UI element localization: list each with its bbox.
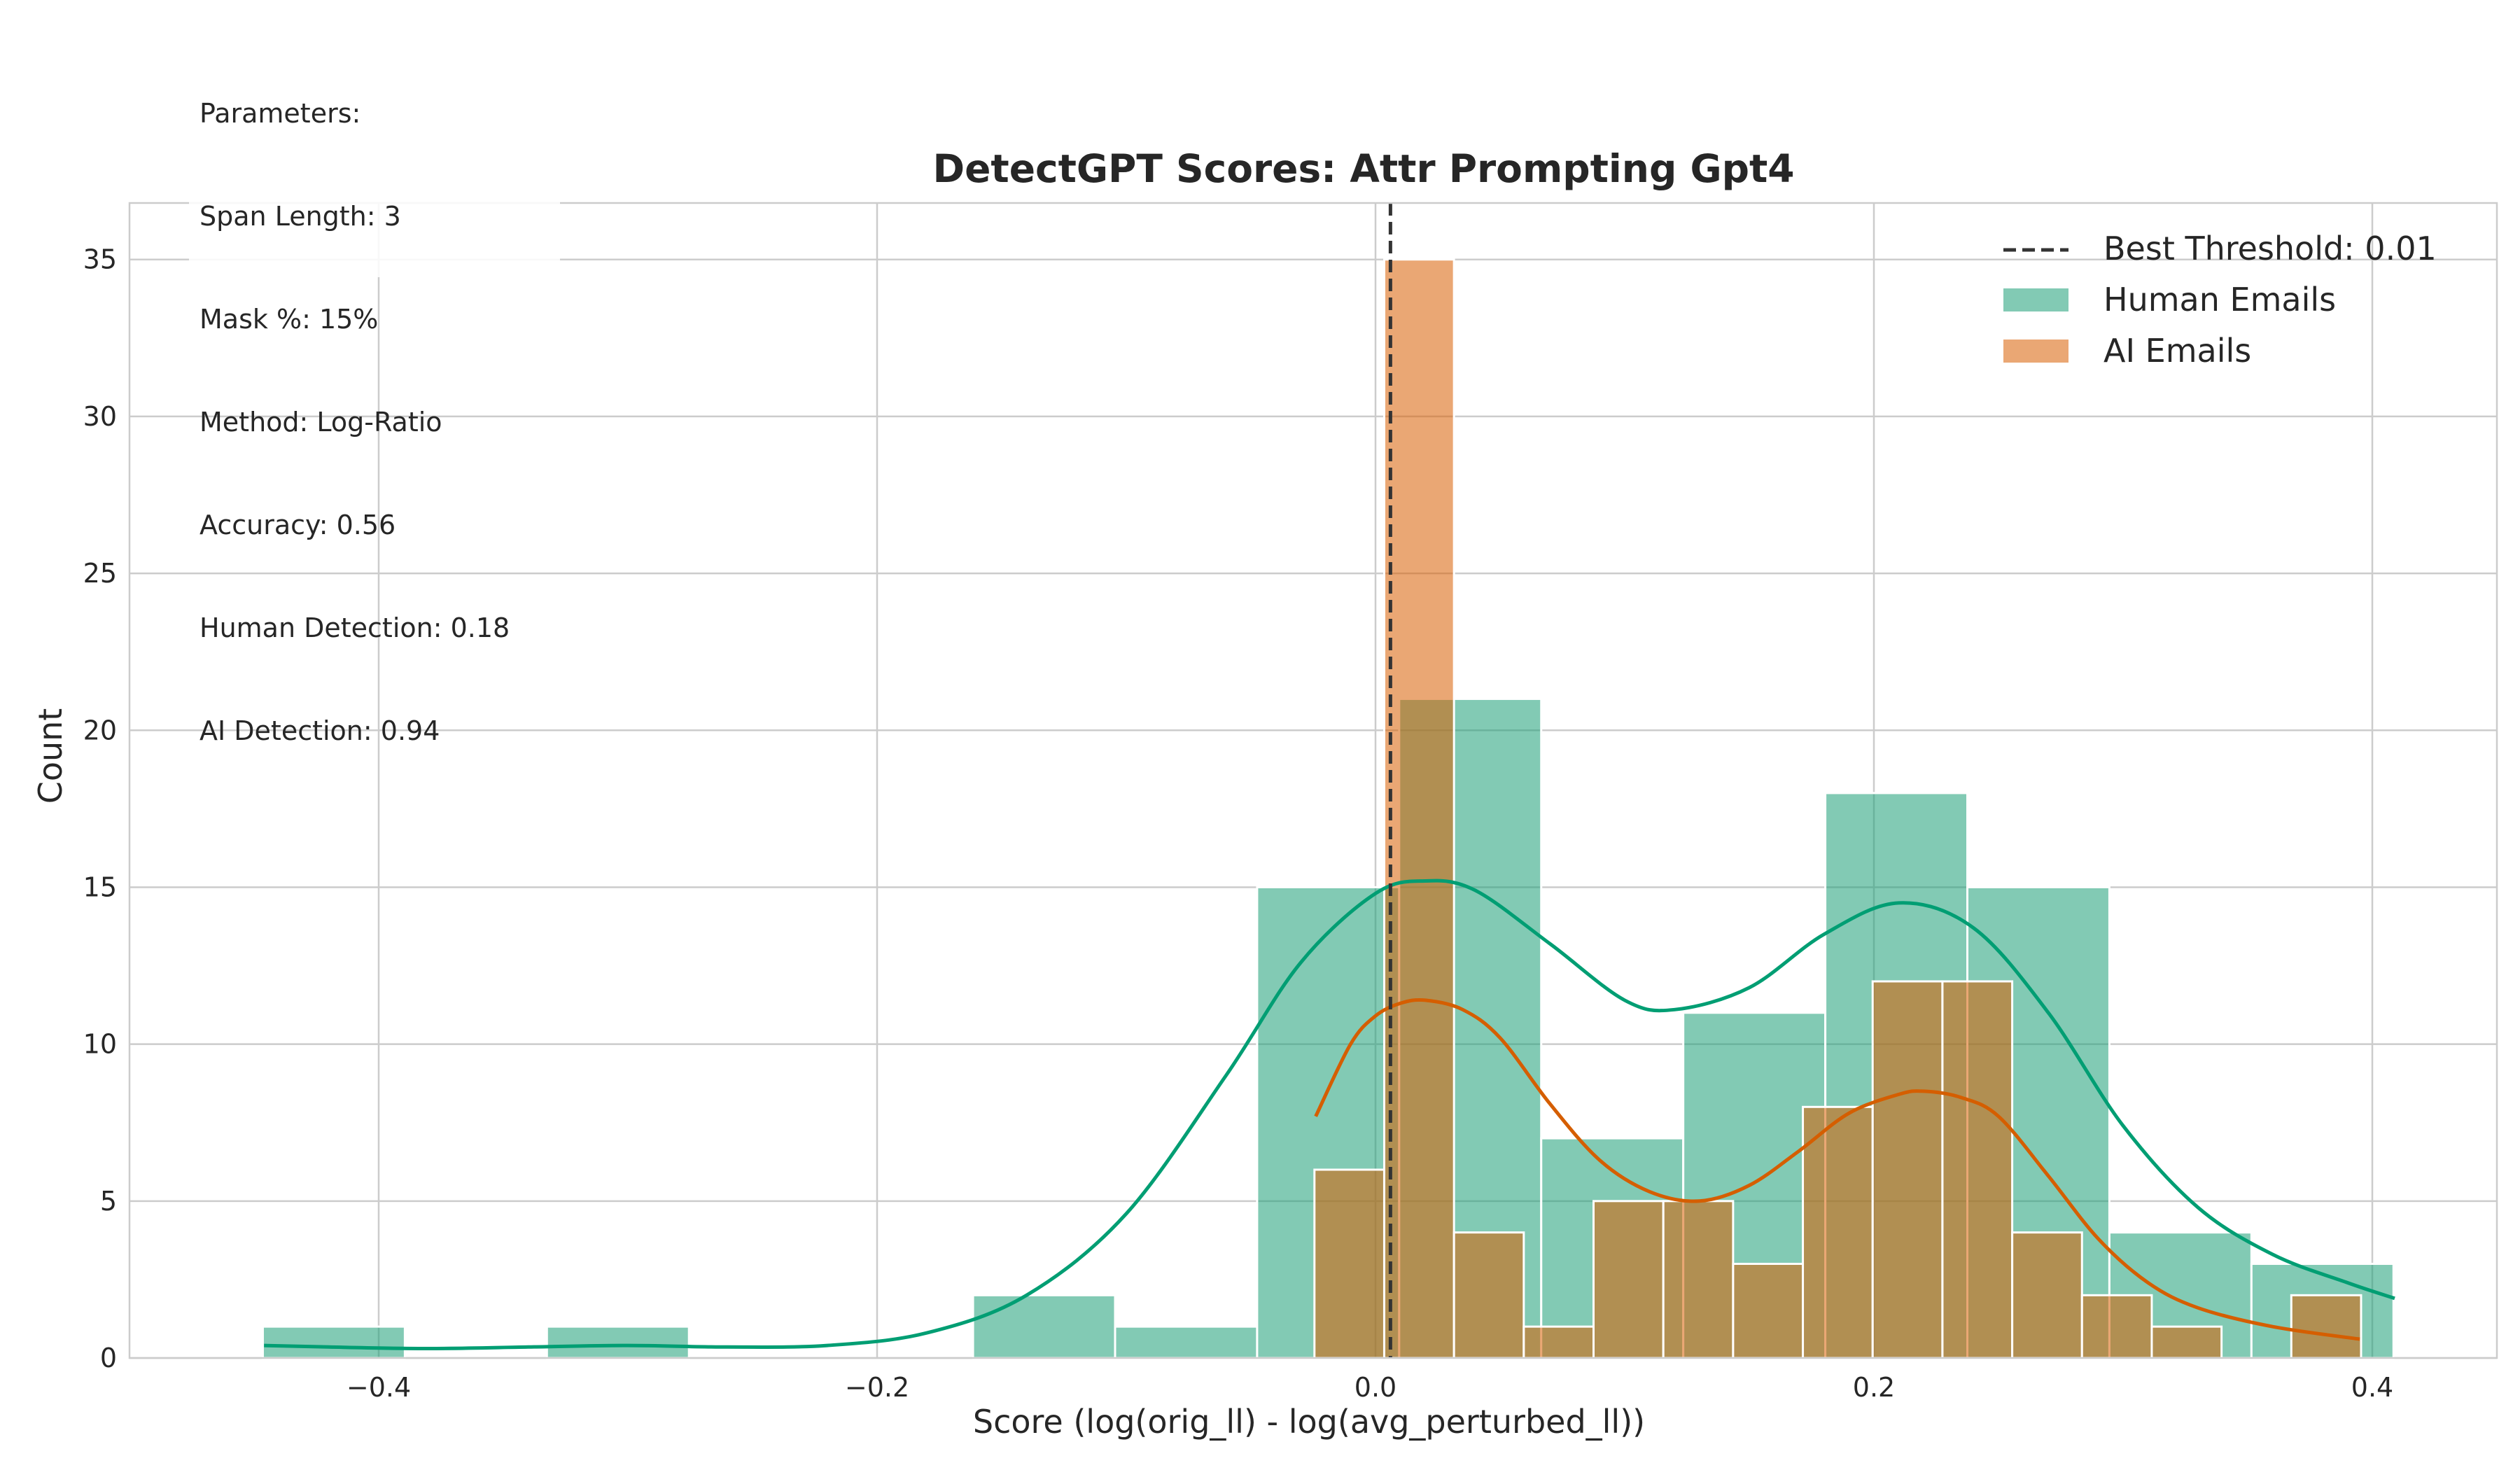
tick-labels: −0.4 −0.2 0.0 0.2 0.4 0 5 10 15 20 25 30 35 — [83, 244, 2394, 1403]
ai-emails-bar — [1313, 1168, 1385, 1359]
param-span-length: Span Length: 3 — [200, 201, 401, 232]
x-axis-label: Score (log(orig_ll) - log(avg_perturbed_… — [973, 1403, 1645, 1441]
legend-ai-swatch — [2003, 340, 2068, 363]
y-tick-label: 25 — [83, 558, 117, 589]
ai-emails-bar — [2011, 1231, 2083, 1359]
ai-emails-bar — [1871, 980, 1944, 1359]
human-emails-bar — [972, 1294, 1116, 1359]
y-tick-label: 35 — [83, 244, 117, 275]
param-human-detection: Human Detection: 0.18 — [200, 612, 510, 643]
ai-emails-bar — [1382, 258, 1455, 1359]
kde-curves — [264, 878, 2395, 1351]
ai-emails-bar — [1522, 1325, 1595, 1359]
parameters-panel: Parameters: Span Length: 3 Mask %: 15% M… — [200, 28, 510, 783]
y-tick-label: 15 — [83, 872, 117, 902]
x-tick-label: 0.2 — [1853, 1372, 1895, 1403]
legend-human-swatch — [2003, 288, 2068, 312]
y-tick-label: 30 — [83, 401, 117, 432]
ai-emails-bar — [1802, 1105, 1874, 1359]
ai-emails-bar — [2080, 1294, 2153, 1359]
ai-emails-bar — [1662, 1200, 1735, 1359]
ai-emails-bar — [1941, 980, 2014, 1359]
human-emails-bar — [261, 1325, 406, 1359]
param-method: Method: Log-Ratio — [200, 407, 442, 438]
ai-emails-bar — [2290, 1294, 2362, 1359]
x-tick-label: −0.4 — [346, 1372, 411, 1403]
human-emails-kde-line — [264, 878, 2395, 1351]
ai-emails-bars — [1313, 258, 2362, 1359]
legend-human-label: Human Emails — [2104, 281, 2336, 318]
param-accuracy: Accuracy: 0.56 — [200, 510, 396, 540]
ai-emails-bar — [2150, 1325, 2223, 1359]
ai-emails-bar — [1592, 1200, 1665, 1359]
chart-title: DetectGPT Scores: Attr Prompting Gpt4 — [932, 146, 1794, 191]
plot-frame — [128, 202, 2498, 1359]
y-tick-label: 5 — [100, 1186, 117, 1217]
human-emails-bar — [545, 1325, 690, 1359]
y-axis-label: Count — [31, 708, 69, 804]
legend-threshold-label: Best Threshold: 0.01 — [2104, 230, 2437, 267]
y-tick-label: 20 — [83, 715, 117, 746]
y-tick-label: 0 — [100, 1343, 117, 1373]
human-emails-bar — [1114, 1325, 1259, 1359]
parameters-heading: Parameters: — [200, 98, 361, 129]
ai-emails-bar — [1452, 1231, 1525, 1359]
legend-ai-label: AI Emails — [2104, 332, 2251, 370]
x-tick-label: −0.2 — [845, 1372, 909, 1403]
legend: Best Threshold: 0.01 Human Emails AI Ema… — [2003, 230, 2437, 370]
ai-emails-bar — [1732, 1262, 1805, 1359]
param-mask: Mask %: 15% — [200, 304, 379, 335]
y-tick-label: 10 — [83, 1029, 117, 1060]
x-tick-label: 0.0 — [1354, 1372, 1396, 1403]
ai-emails-kde-line — [1314, 997, 2360, 1341]
parameters-box — [189, 27, 560, 277]
x-tick-label: 0.4 — [2351, 1372, 2393, 1403]
param-ai-detection: AI Detection: 0.94 — [200, 715, 440, 746]
